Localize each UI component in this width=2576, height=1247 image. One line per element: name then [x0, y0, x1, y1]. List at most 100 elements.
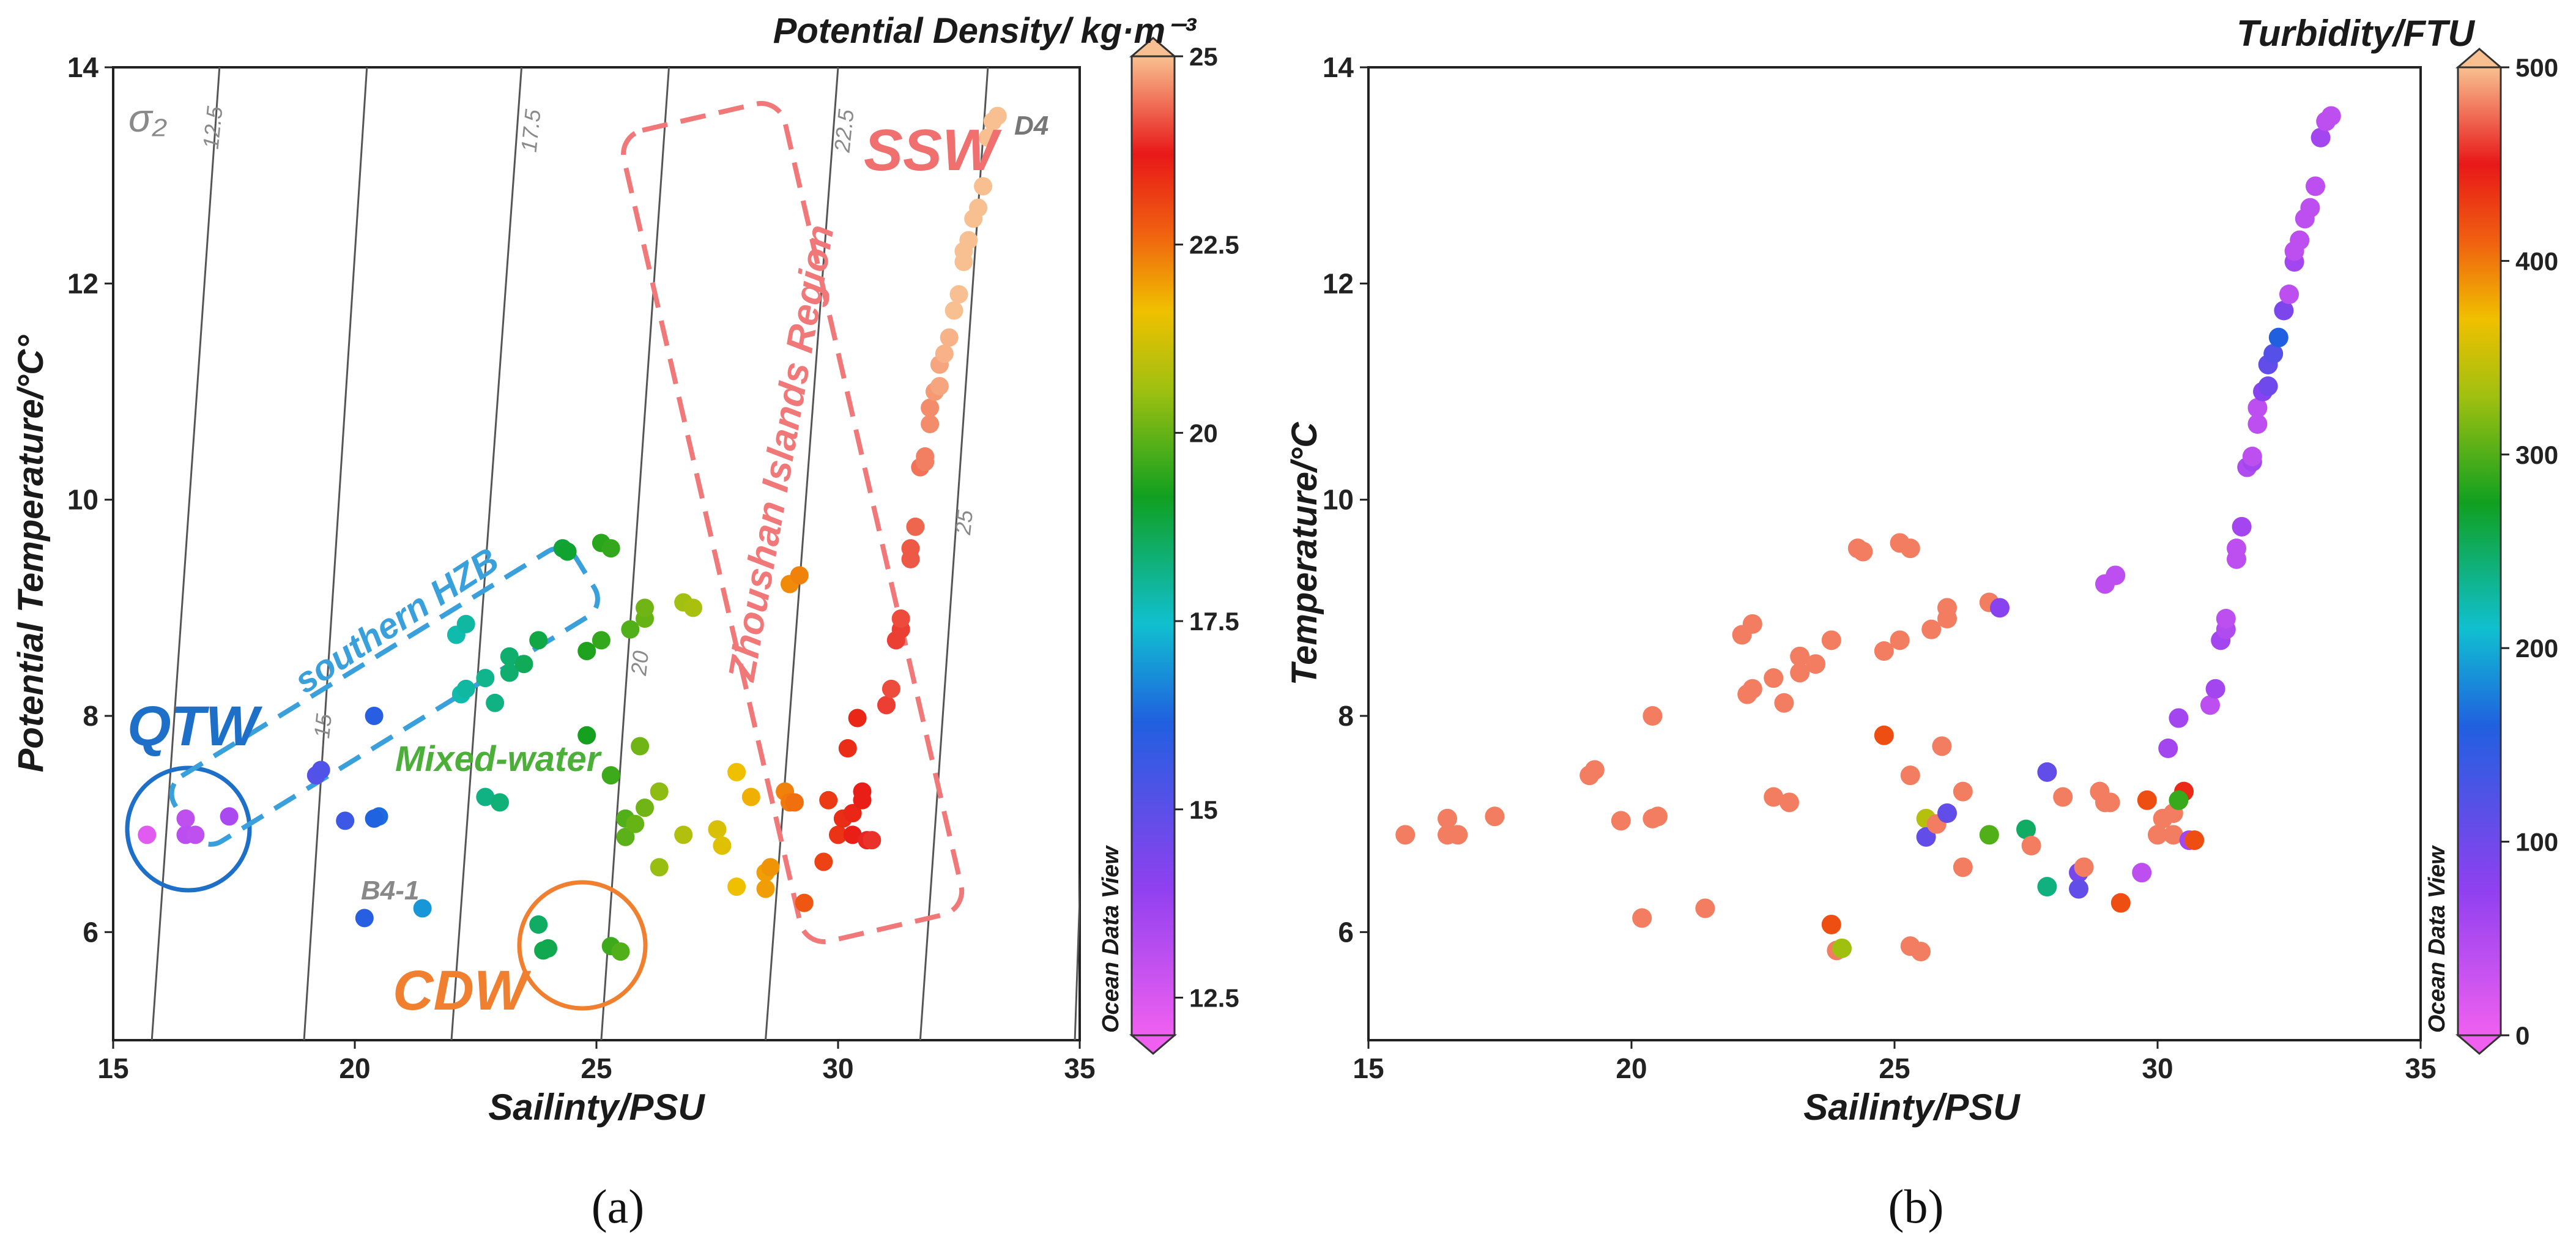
- data-point: [1990, 598, 2010, 618]
- colorbar-tick-label: 12.5: [1189, 983, 1239, 1012]
- data-point: [795, 893, 814, 912]
- data-point: [621, 620, 640, 639]
- data-point: [949, 285, 968, 303]
- isopycnal-line: [450, 67, 523, 1040]
- panel-a-label: (a): [592, 1180, 645, 1233]
- data-point: [486, 693, 505, 712]
- data-point: [500, 663, 519, 682]
- data-point: [1953, 857, 1973, 877]
- y-axis-title-a: Potential Temperature/°C°: [11, 335, 51, 772]
- panel-a: 15 20 25 30 35 6 8 10 12 14 σ₂ 12.5 15 17.5 20 22.5 25…: [11, 11, 1239, 1233]
- data-point: [1642, 808, 1663, 828]
- data-point: [1448, 825, 1468, 845]
- data-point: [336, 811, 355, 830]
- data-point: [365, 809, 384, 828]
- data-point: [491, 793, 509, 812]
- isopycnal-line: [600, 67, 670, 1040]
- y-tick-label: 14: [1323, 51, 1354, 83]
- data-point: [514, 655, 533, 674]
- colorbar-a-odv-label: Ocean Data View: [1098, 845, 1124, 1033]
- data-point: [814, 852, 833, 871]
- data-point: [2306, 176, 2325, 196]
- data-point: [456, 679, 475, 698]
- x-tick-label: 15: [1353, 1052, 1384, 1084]
- data-point: [2074, 857, 2094, 877]
- colorbar-tick-label: 200: [2515, 634, 2558, 663]
- x-tick-label: 35: [1064, 1052, 1095, 1084]
- data-point: [1979, 825, 1999, 845]
- data-point: [1821, 914, 1841, 934]
- data-point: [2069, 879, 2088, 899]
- y-tick-label: 8: [83, 700, 98, 732]
- data-point: [476, 669, 495, 688]
- data-point: [1900, 765, 1920, 786]
- data-point: [2242, 447, 2262, 466]
- plot-frame-a: [112, 66, 1081, 1041]
- data-point: [2248, 398, 2268, 418]
- data-point: [2184, 830, 2205, 851]
- data-point: [2248, 414, 2268, 434]
- data-point: [945, 301, 963, 320]
- data-point: [2137, 790, 2157, 810]
- data-point: [413, 899, 432, 918]
- data-point: [636, 798, 654, 817]
- colorbar-b: [2457, 66, 2502, 1037]
- colorbar-b-ticks: 0 100 200 300 400 500: [2501, 53, 2558, 1050]
- colorbar-a: [1130, 55, 1176, 1037]
- sigma-label: σ₂: [128, 96, 167, 140]
- data-point: [1900, 538, 1920, 559]
- data-point: [978, 128, 997, 147]
- data-point: [969, 198, 988, 217]
- data-point: [650, 858, 669, 877]
- isopycnal-label: 22.5: [829, 108, 858, 154]
- data-point: [1853, 542, 1873, 562]
- data-point: [761, 858, 780, 877]
- x-axis-title-b: Sailinty/PSU: [1803, 1087, 2021, 1128]
- y-tick-label: 10: [1323, 484, 1354, 516]
- data-point: [1642, 706, 1663, 726]
- x-tick-label: 30: [2142, 1052, 2173, 1084]
- colorbar-a-bottom-arrow: [1129, 1034, 1178, 1055]
- data-point: [1764, 668, 1784, 688]
- data-point: [2148, 825, 2167, 845]
- data-point: [988, 106, 1007, 125]
- data-point: [877, 696, 896, 715]
- y-tick-label: 8: [1338, 700, 1354, 732]
- isopycnal-line: [919, 67, 989, 1040]
- data-point: [631, 737, 650, 756]
- data-point: [529, 915, 548, 934]
- y-tick-label: 12: [1323, 267, 1354, 299]
- data-point: [1937, 598, 1957, 618]
- data-point: [539, 939, 557, 958]
- y-tick-label: 12: [67, 267, 98, 299]
- data-point: [930, 377, 949, 396]
- data-point: [1890, 630, 1910, 650]
- y-tick-label: 6: [83, 916, 98, 948]
- x-tick-label: 30: [822, 1052, 853, 1084]
- colorbar-a-title: Potential Density/ kg·m⁻³: [773, 11, 1197, 51]
- data-point: [1438, 808, 1457, 828]
- anno-d4: D4: [1014, 111, 1049, 141]
- isopycnal-label: 17.5: [516, 108, 546, 154]
- x-tick-label: 25: [581, 1052, 612, 1084]
- isopycnal-label: 15: [309, 712, 336, 740]
- cdw-circle: [517, 880, 648, 1011]
- data-point: [1395, 825, 1416, 845]
- data-point: [2158, 739, 2178, 758]
- data-point: [1911, 942, 1931, 962]
- data-point: [2100, 792, 2120, 813]
- data-point: [829, 825, 847, 844]
- colorbar-tick-label: 500: [2515, 53, 2558, 82]
- data-point: [756, 879, 775, 898]
- data-point: [2200, 695, 2220, 715]
- data-point: [577, 726, 596, 745]
- data-point: [2021, 836, 2041, 855]
- data-point: [708, 820, 727, 839]
- data-point: [529, 631, 548, 650]
- data-point: [220, 807, 239, 826]
- data-point: [2232, 516, 2252, 537]
- colorbar-tick-label: 400: [2515, 247, 2558, 275]
- data-point: [2053, 787, 2073, 807]
- zhoushan-dashed-box: [621, 101, 965, 945]
- data-point: [1916, 827, 1936, 847]
